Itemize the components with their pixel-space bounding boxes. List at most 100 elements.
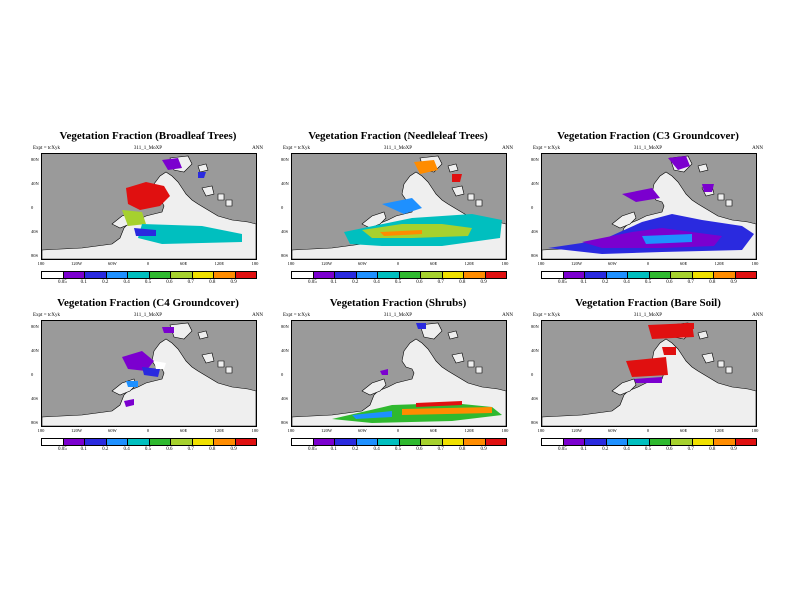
map-panel: Vegetation Fraction (C3 Groundcover) Expt… [531,130,763,300]
colorbar-tick-label: 0.1 [580,447,587,452]
island [225,199,233,207]
experiment-label: Expt = tcXyk [33,146,60,151]
colorbar-tick-label: 0.9 [480,447,487,452]
longitude-label: 120W [71,261,83,266]
latitude-label: 80S [31,420,39,425]
latitude-label: 0 [531,205,534,210]
latitude-label: 80S [281,420,289,425]
colorbar-swatch [585,439,607,445]
latitude-label: 40N [531,348,539,353]
colorbar-tick-label: 0.8 [209,280,216,285]
longitude-label: 0 [396,428,400,433]
latitude-label: 40S [531,396,539,401]
island [717,193,725,201]
colorbar-swatch [106,272,128,278]
island [467,360,475,368]
colorbar-swatch [63,439,85,445]
latitude-label: 80N [31,324,39,329]
latitude-label: 80S [281,253,289,258]
longitude-label: 180 [37,428,45,433]
map-area [541,153,757,260]
vegetation-patch [702,184,714,192]
run-label: 311_1_MoXP [383,313,413,318]
colorbar-tick-label: 0.5 [394,447,402,452]
colorbar [291,271,507,279]
colorbar-swatch [735,439,756,445]
map-panel: Vegetation Fraction (C4 Groundcover) Expt… [31,297,263,467]
island [169,322,193,340]
land-mass [361,378,387,396]
colorbar-swatch [214,439,236,445]
map-area [291,320,507,427]
latitude-label: 0 [31,205,34,210]
longitude-label: 60W [107,428,117,433]
colorbar-tick-label: 0.5 [644,447,652,452]
map-panel: Vegetation Fraction (Shrubs) Expt = tcXyk… [281,297,513,467]
colorbar-swatch [649,439,671,445]
colorbar-swatch [606,272,628,278]
colorbar-swatch [235,272,256,278]
latitude-label: 0 [531,372,534,377]
colorbar-tick-label: 0.5 [394,280,402,285]
longitude-label: 60W [607,428,617,433]
colorbar-swatch [542,272,564,278]
longitude-label: 120W [571,261,583,266]
colorbar-tick-label: 0.6 [416,280,423,285]
vegetation-patch [122,351,154,371]
colorbar-tick-label: 0.8 [459,447,466,452]
colorbar-tick-label: 0.8 [709,447,716,452]
run-label: 311_1_MoXP [633,313,663,318]
colorbar-swatch [421,272,443,278]
colorbar-swatch [378,439,400,445]
colorbar-tick-label: 0.9 [230,447,237,452]
panel-title: Vegetation Fraction (C4 Groundcover) [57,297,239,309]
colorbar-tick-label: 0.05 [308,447,317,452]
latitude-label: 80N [281,157,289,162]
vegetation-patch [416,323,426,329]
colorbar-swatch [714,272,736,278]
colorbar-swatch [128,272,150,278]
colorbar-swatch [63,272,85,278]
longitude-label: 0 [146,261,150,266]
colorbar-tick-label: 0.1 [330,280,337,285]
panel-title: Vegetation Fraction (Bare Soil) [575,297,721,309]
longitude-label: 120W [321,428,333,433]
colorbar-swatch [628,272,650,278]
vegetation-patch [352,411,392,419]
longitude-label: 180 [751,261,759,266]
colorbar-swatch [671,439,693,445]
vegetation-patch [662,347,676,355]
colorbar-swatch [563,439,585,445]
longitude-label: 180 [501,261,509,266]
colorbar-tick-label: 0.5 [644,280,652,285]
island [475,199,483,207]
experiment-label: Expt = tcXyk [533,313,560,318]
vegetation-patch [138,224,242,244]
vegetation-patch [648,323,694,339]
colorbar-swatch [335,272,357,278]
latitude-label: 0 [31,372,34,377]
colorbar-tick-label: 0.4 [123,280,130,285]
vegetation-patch [642,234,692,244]
vegetation-patch [684,323,694,329]
colorbar-swatch [313,439,335,445]
colorbar [541,438,757,446]
colorbar-swatch [378,272,400,278]
experiment-label: Expt = tcXyk [283,146,310,151]
colorbar-tick-label: 0.9 [230,280,237,285]
latitude-label: 40N [31,181,39,186]
colorbar [541,271,757,279]
latitude-label: 0 [281,372,284,377]
vegetation-patch [452,174,462,182]
season-label: ANN [252,146,263,151]
vegetation-patch [126,182,170,210]
colorbar-swatch [735,272,756,278]
latitude-label: 80N [31,157,39,162]
colorbar-tick-label: 0.4 [373,447,380,452]
colorbar-tick-label: 0.6 [166,447,173,452]
colorbar-tick-label: 0.8 [459,280,466,285]
vegetation-patch [668,156,690,170]
colorbar-swatch [335,439,357,445]
colorbar-swatch [442,439,464,445]
colorbar-tick-label: 0.7 [187,447,194,452]
